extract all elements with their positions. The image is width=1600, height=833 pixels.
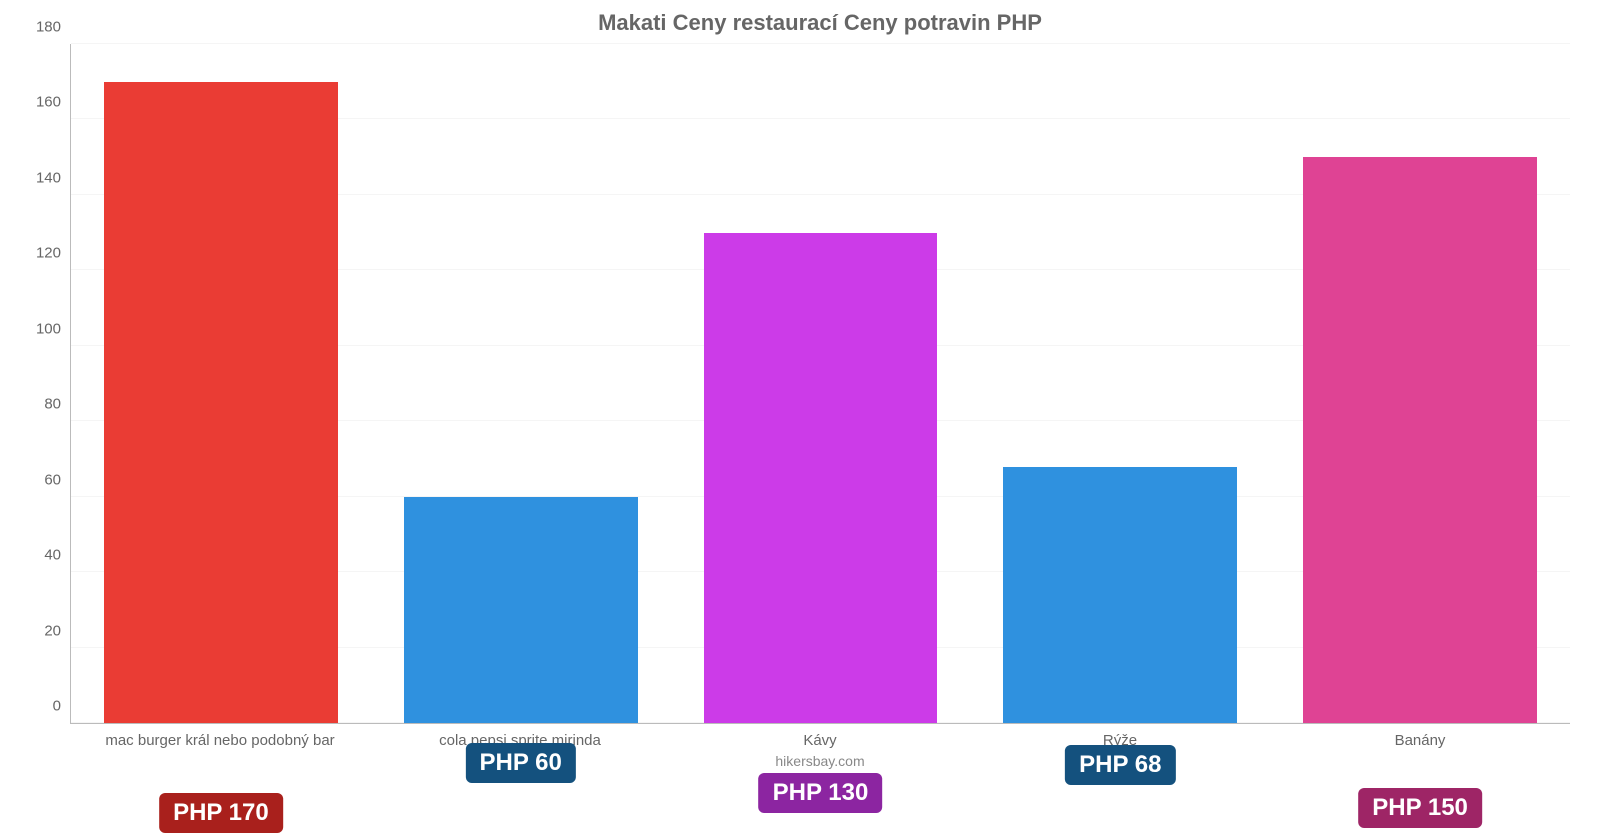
bar: PHP 130	[704, 233, 938, 723]
y-tick-label: 0	[53, 698, 61, 715]
chart-credit: hikersbay.com	[70, 753, 1570, 769]
x-tick-label: Banány	[1270, 732, 1570, 749]
bar-value-label: PHP 60	[466, 743, 576, 783]
y-tick-label: 160	[36, 94, 61, 111]
bar-cell: PHP 60	[371, 44, 671, 723]
bar: PHP 170	[104, 82, 338, 723]
plot-area: 020406080100120140160180PHP 170PHP 60PHP…	[70, 44, 1570, 724]
bar: PHP 60	[404, 497, 638, 723]
x-axis-labels: mac burger král nebo podobný barcola pep…	[70, 732, 1570, 749]
chart-title: Makati Ceny restaurací Ceny potravin PHP	[70, 10, 1570, 36]
bar: PHP 68	[1003, 467, 1237, 724]
y-tick-label: 20	[44, 622, 61, 639]
bar-cell: PHP 68	[970, 44, 1270, 723]
bar-value-label: PHP 150	[1358, 788, 1482, 828]
y-tick-label: 60	[44, 471, 61, 488]
y-tick-label: 40	[44, 547, 61, 564]
y-tick-label: 80	[44, 396, 61, 413]
bars-container: PHP 170 PHP 60 PHP 130 PHP 68 PHP 150	[71, 44, 1570, 723]
y-tick-label: 100	[36, 320, 61, 337]
y-tick-label: 120	[36, 245, 61, 262]
bar-value-label: PHP 170	[159, 793, 283, 833]
bar-cell: PHP 150	[1270, 44, 1570, 723]
bar-value-label: PHP 68	[1065, 745, 1175, 785]
price-bar-chart: Makati Ceny restaurací Ceny potravin PHP…	[0, 0, 1600, 800]
x-tick-label: Kávy	[670, 732, 970, 749]
bar-cell: PHP 130	[671, 44, 971, 723]
bar: PHP 150	[1303, 157, 1537, 723]
bar-cell: PHP 170	[71, 44, 371, 723]
y-tick-label: 180	[36, 19, 61, 36]
x-tick-label: mac burger král nebo podobný bar	[70, 732, 370, 749]
bar-value-label: PHP 130	[759, 773, 883, 813]
y-tick-label: 140	[36, 169, 61, 186]
